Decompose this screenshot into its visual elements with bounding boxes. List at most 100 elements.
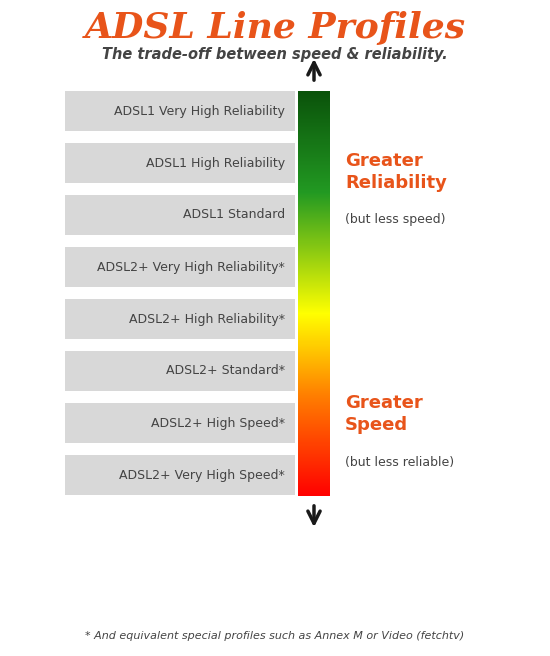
Text: ADSL2+ Very High Speed*: ADSL2+ Very High Speed* [119, 468, 285, 482]
Bar [298, 404, 330, 406]
Bar [298, 272, 330, 274]
Bar [298, 390, 330, 392]
Bar [298, 308, 330, 310]
Bar [298, 95, 330, 97]
Bar [298, 107, 330, 109]
Bar [298, 228, 330, 230]
Bar [298, 104, 330, 106]
Bar [298, 186, 330, 188]
Bar [298, 134, 330, 136]
Bar [298, 432, 330, 433]
Bar [298, 403, 330, 405]
Bar [298, 296, 330, 298]
Bar [298, 282, 330, 283]
Bar [298, 379, 330, 380]
Bar [298, 120, 330, 122]
Bar [298, 207, 330, 209]
Bar [298, 359, 330, 360]
Bar [65, 299, 295, 339]
Bar [298, 288, 330, 290]
Bar [298, 144, 330, 146]
Bar [298, 474, 330, 476]
Bar [298, 256, 330, 257]
Bar [298, 112, 330, 114]
Bar [298, 302, 330, 304]
Bar [298, 327, 330, 329]
Bar [298, 430, 330, 432]
Bar [298, 157, 330, 159]
Bar [298, 386, 330, 388]
Bar [298, 127, 330, 128]
Bar [298, 354, 330, 356]
Bar [298, 228, 330, 229]
Bar [298, 297, 330, 299]
Bar [298, 344, 330, 346]
Bar [298, 462, 330, 464]
Bar [298, 401, 330, 403]
Bar [298, 473, 330, 474]
Bar [298, 133, 330, 134]
Bar [298, 117, 330, 119]
Bar [298, 399, 330, 401]
Bar [298, 482, 330, 483]
Bar [298, 251, 330, 253]
Bar [298, 150, 330, 152]
Bar [298, 427, 330, 429]
Bar [298, 224, 330, 226]
Bar [298, 191, 330, 193]
Bar [298, 140, 330, 142]
Bar [298, 175, 330, 176]
Bar [298, 389, 330, 391]
Bar [298, 303, 330, 305]
Bar [298, 92, 330, 94]
Text: ADSL Line Profiles: ADSL Line Profiles [85, 11, 465, 45]
Bar [298, 185, 330, 187]
Bar [298, 125, 330, 127]
Bar [298, 436, 330, 437]
Text: ADSL2+ Very High Reliability*: ADSL2+ Very High Reliability* [97, 260, 285, 274]
Bar [298, 166, 330, 167]
Bar [298, 258, 330, 260]
Bar [298, 369, 330, 371]
Bar [298, 168, 330, 169]
Bar [298, 413, 330, 415]
Bar [298, 466, 330, 468]
Bar [298, 388, 330, 390]
Bar [298, 129, 330, 130]
Bar [298, 316, 330, 318]
Text: ADSL2+ Standard*: ADSL2+ Standard* [166, 365, 285, 377]
Bar [298, 438, 330, 440]
Bar [298, 398, 330, 400]
Bar [298, 239, 330, 241]
Bar [298, 129, 330, 131]
Bar [298, 258, 330, 260]
Bar [298, 434, 330, 436]
Bar [298, 443, 330, 444]
Bar [298, 451, 330, 453]
Bar [65, 91, 295, 131]
Bar [298, 492, 330, 494]
Bar [298, 241, 330, 243]
Bar [298, 441, 330, 443]
Bar [298, 436, 330, 438]
Bar [298, 94, 330, 96]
Bar [298, 123, 330, 125]
Bar [298, 280, 330, 281]
Bar [298, 260, 330, 262]
Bar [298, 171, 330, 173]
Bar [298, 290, 330, 292]
Bar [298, 265, 330, 266]
Bar [298, 368, 330, 369]
Bar [298, 108, 330, 110]
Bar [298, 225, 330, 227]
Bar [298, 324, 330, 326]
Bar [298, 283, 330, 285]
Bar [298, 337, 330, 339]
Bar [298, 221, 330, 223]
Bar [298, 423, 330, 425]
Bar [298, 196, 330, 198]
Bar [298, 359, 330, 361]
Bar [298, 335, 330, 337]
Bar [298, 472, 330, 474]
Bar [298, 179, 330, 180]
